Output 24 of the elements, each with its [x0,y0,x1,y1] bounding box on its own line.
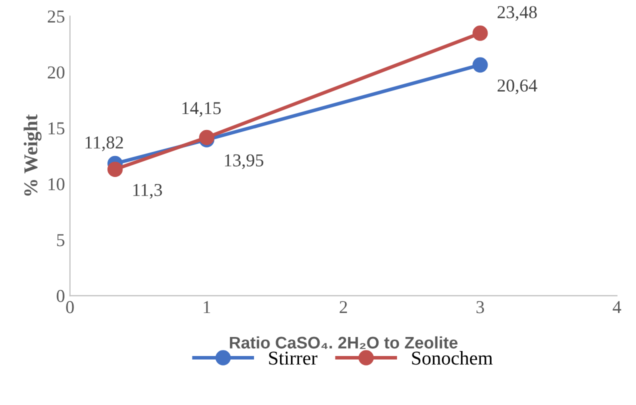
y-tick-label: 20 [48,66,64,79]
legend-label: Stirrer [269,352,318,365]
x-tick-label: 1 [204,301,210,314]
data-label: 11,82 [86,136,123,152]
y-tick-label: 0 [56,290,64,302]
data-label: 11,3 [133,184,162,199]
x-tick-label: 4 [612,301,622,314]
data-label: 14,15 [182,102,221,117]
point [107,162,123,177]
data-label: 23,48 [498,6,537,21]
y-tick-label: 15 [48,122,64,134]
y-tick-label: 5 [57,234,64,246]
x-axis-title: Ratio CaSO₄. 2H₂O to Zeolite [230,336,458,349]
y-tick-label: 10 [48,178,64,190]
y-axis-title: % Weight [24,114,42,196]
data-label: 13,95 [224,154,264,170]
y-tick-label: 25 [48,10,64,23]
data-label: 20,64 [498,79,538,94]
x-tick-label: 0 [66,301,74,314]
legend-label: Sonochem [412,351,493,365]
x-tick-label: 3 [476,301,484,314]
x-tick-label: 2 [340,301,347,314]
point [472,57,488,73]
point [472,26,488,41]
